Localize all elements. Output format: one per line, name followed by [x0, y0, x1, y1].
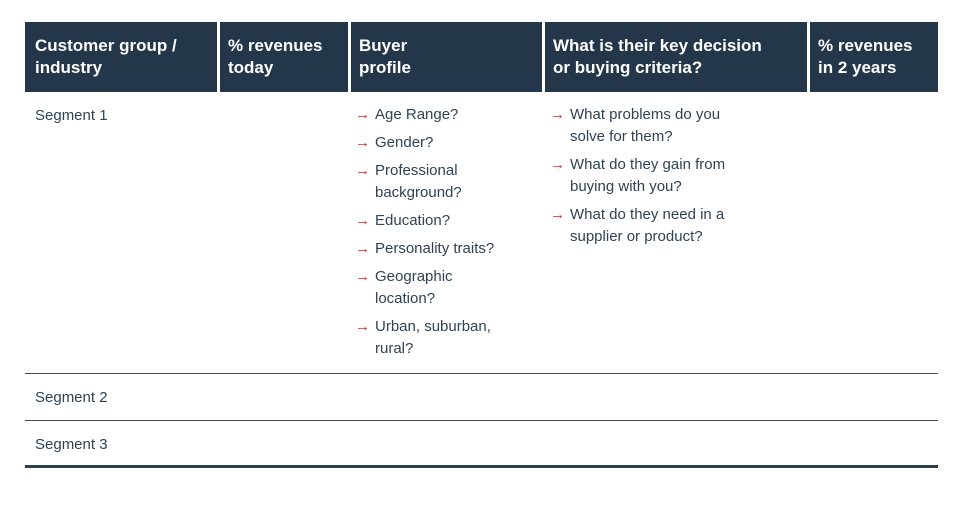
arrow-right-icon: → [550, 156, 565, 173]
buyer-profile-item: → Urban, suburban, rural? [355, 316, 536, 360]
segment-2-buyer-profile-cell [348, 374, 542, 420]
arrow-right-icon: → [355, 268, 370, 285]
arrow-right-icon: → [355, 106, 370, 123]
segment-2-revenues-today [217, 374, 348, 420]
table-row-segment-1: Segment 1 → Age Range? → Gender? → Profe… [25, 92, 938, 373]
buyer-profile-item: → Geographic location? [355, 266, 536, 310]
decision-criteria-list: → What problems do you solve for them? →… [550, 104, 801, 248]
decision-criteria-item-text: What problems do you solve for them? [570, 106, 721, 145]
segment-2-label: Segment 2 [35, 389, 108, 406]
arrow-right-icon: → [355, 134, 370, 151]
segment-3-revenues-2-years [807, 421, 938, 465]
buyer-profile-item: → Professional background? [355, 160, 536, 204]
segment-1-label: Segment 1 [35, 107, 108, 124]
decision-criteria-item: → What do they need in a supplier or pro… [550, 204, 801, 248]
buyer-profile-item-text: Professional background? [375, 162, 462, 201]
decision-criteria-item-text: What do they gain from buying with you? [570, 156, 726, 195]
table-row-segment-3: Segment 3 [25, 420, 938, 468]
buyer-profile-item-text: Personality traits? [375, 240, 495, 257]
column-header-decision-criteria: What is their key decision or buying cri… [542, 22, 807, 92]
segment-1-decision-criteria-cell: → What problems do you solve for them? →… [542, 92, 807, 373]
segment-3-decision-criteria-cell [542, 421, 807, 465]
arrow-right-icon: → [355, 318, 370, 335]
buyer-profile-item: → Gender? [355, 132, 536, 154]
column-header-revenues-2-years: % revenues in 2 years [807, 22, 938, 92]
column-header-revenues-today: % revenues today [217, 22, 348, 92]
column-header-customer-group: Customer group / industry [25, 22, 217, 92]
buyer-profile-item: → Age Range? [355, 104, 536, 126]
segment-1-revenues-today [217, 92, 348, 373]
table-row-segment-2: Segment 2 [25, 373, 938, 420]
segment-2-decision-criteria-cell [542, 374, 807, 420]
customer-segmentation-table: Customer group / industry % revenues tod… [25, 22, 938, 468]
segment-1-buyer-profile-cell: → Age Range? → Gender? → Professional ba… [348, 92, 542, 373]
arrow-right-icon: → [355, 212, 370, 229]
segment-3-revenues-today [217, 421, 348, 465]
arrow-right-icon: → [355, 162, 370, 179]
buyer-profile-item: → Personality traits? [355, 238, 536, 260]
segment-2-revenues-2-years [807, 374, 938, 420]
segment-3-buyer-profile-cell [348, 421, 542, 465]
segment-1-revenues-2-years [807, 92, 938, 373]
arrow-right-icon: → [355, 240, 370, 257]
decision-criteria-item-text: What do they need in a supplier or produ… [570, 206, 725, 245]
segment-3-label: Segment 3 [35, 436, 108, 453]
buyer-profile-item-text: Age Range? [375, 106, 459, 123]
column-header-buyer-profile: Buyer profile [348, 22, 542, 92]
decision-criteria-item: → What do they gain from buying with you… [550, 154, 801, 198]
table-header-row: Customer group / industry % revenues tod… [25, 22, 938, 92]
buyer-profile-item-text: Urban, suburban, rural? [375, 318, 491, 357]
buyer-profile-item-text: Geographic location? [375, 268, 453, 307]
buyer-profile-item: → Education? [355, 210, 536, 232]
buyer-profile-list: → Age Range? → Gender? → Professional ba… [355, 104, 536, 360]
buyer-profile-item-text: Education? [375, 212, 451, 229]
decision-criteria-item: → What problems do you solve for them? [550, 104, 801, 148]
arrow-right-icon: → [550, 206, 565, 223]
buyer-profile-item-text: Gender? [375, 134, 434, 151]
arrow-right-icon: → [550, 106, 565, 123]
